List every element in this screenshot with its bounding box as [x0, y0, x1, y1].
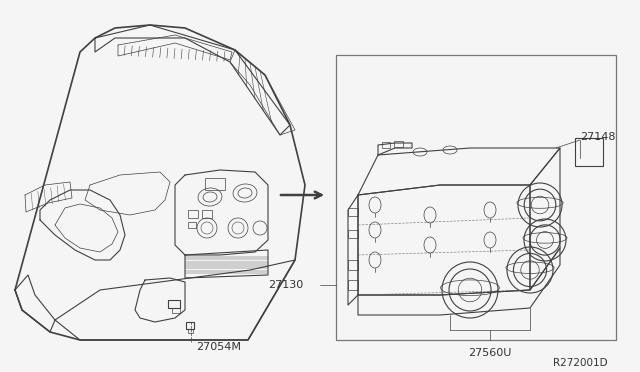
- Bar: [205, 178, 225, 190]
- Bar: [348, 208, 358, 216]
- Text: 27130: 27130: [268, 280, 303, 290]
- Bar: [382, 142, 390, 148]
- Bar: [348, 260, 358, 270]
- Bar: [188, 329, 193, 333]
- Bar: [575, 138, 603, 166]
- Text: 27054M: 27054M: [196, 342, 241, 352]
- Text: 27560U: 27560U: [468, 348, 512, 358]
- Bar: [336, 55, 616, 340]
- Bar: [188, 210, 198, 218]
- Text: R272001D: R272001D: [554, 358, 608, 368]
- Bar: [188, 222, 196, 228]
- Bar: [348, 280, 358, 290]
- Bar: [394, 141, 403, 147]
- Bar: [168, 300, 180, 308]
- Text: 27148: 27148: [580, 132, 616, 142]
- Bar: [172, 308, 180, 313]
- Bar: [202, 210, 212, 218]
- Bar: [348, 230, 358, 238]
- Bar: [186, 322, 194, 329]
